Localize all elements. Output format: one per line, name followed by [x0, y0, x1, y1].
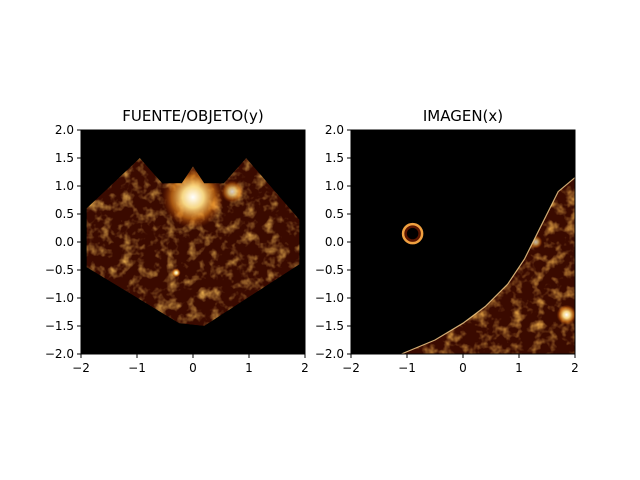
plot-area: [80, 129, 306, 355]
y-axis: 2.0 1.5 1.0 0.5 0.0 −0.5 −1.0 −1.5 −2.0: [315, 123, 351, 361]
y-tick-label: 0.0: [55, 235, 74, 249]
x-tick-label: 0: [459, 361, 467, 375]
y-tick-label: 2.0: [325, 123, 344, 137]
x-tick-label: 2: [571, 361, 579, 375]
y-tick-label: 0.0: [325, 235, 344, 249]
y-tick-label: −1.5: [315, 319, 344, 333]
y-tick-label: 1.5: [325, 151, 344, 165]
x-tick-label: −2: [342, 361, 360, 375]
bright-spot: [171, 268, 181, 278]
x-tick-label: 1: [515, 361, 523, 375]
x-tick-label: 0: [189, 361, 197, 375]
y-tick-label: −2.0: [45, 347, 74, 361]
region-edge: [401, 177, 576, 355]
panel-title: FUENTE/OBJETO(y): [122, 107, 264, 125]
x-tick-label: 1: [245, 361, 253, 375]
panel-fuente: FUENTE/OBJETO(y) −2 −1 0 1 2 2.0 1.5 1.0 0.5 0.0…: [45, 107, 309, 375]
x-tick-label: −1: [128, 361, 146, 375]
x-axis: −2 −1 0 1 2: [72, 354, 309, 375]
y-tick-label: 0.5: [55, 207, 74, 221]
y-tick-label: −0.5: [315, 263, 344, 277]
ring-core: [406, 227, 419, 240]
y-tick-label: −1.0: [315, 291, 344, 305]
plot-area: [350, 129, 576, 355]
y-tick-label: −2.0: [315, 347, 344, 361]
bright-spot: [221, 180, 244, 203]
bright-spot: [556, 304, 575, 325]
panel-imagen: IMAGEN(x) −2 −1 0 1 2 2.0 1.5 1.0 0.5 0.0 −0.5 −1.…: [315, 107, 579, 375]
x-axis: −2 −1 0 1 2: [342, 354, 579, 375]
y-tick-label: 2.0: [55, 123, 74, 137]
x-tick-label: 2: [301, 361, 309, 375]
y-tick-label: 0.5: [325, 207, 344, 221]
y-tick-label: −1.5: [45, 319, 74, 333]
x-tick-label: −2: [72, 361, 90, 375]
y-tick-label: 1.0: [325, 179, 344, 193]
ring-feature: [401, 222, 424, 245]
y-tick-label: 1.0: [55, 179, 74, 193]
x-tick-label: −1: [398, 361, 416, 375]
panel-title: IMAGEN(x): [423, 107, 503, 125]
y-tick-label: −0.5: [45, 263, 74, 277]
y-tick-label: 1.5: [55, 151, 74, 165]
y-axis: 2.0 1.5 1.0 0.5 0.0 −0.5 −1.0 −1.5 −2.0: [45, 123, 81, 361]
y-tick-label: −1.0: [45, 291, 74, 305]
